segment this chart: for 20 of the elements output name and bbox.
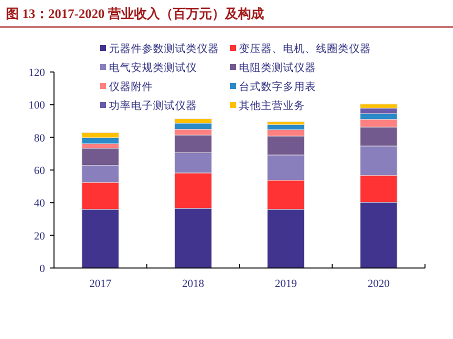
y-tick-label: 40: [34, 198, 46, 210]
legend-label: 仪器附件: [109, 81, 153, 93]
chart-title: 图 13：2017-2020 营业收入（百万元）及构成: [6, 6, 264, 21]
y-tick-label: 20: [34, 230, 46, 242]
legend-label: 其他主营业务: [239, 99, 305, 112]
y-tick-label: 0: [40, 263, 46, 275]
y-tick-label: 80: [34, 132, 46, 144]
x-tick-label: 2020: [368, 278, 390, 290]
legend-label: 电阻类测试仪器: [239, 61, 316, 74]
y-tick-label: 120: [28, 67, 46, 79]
y-tick-label: 60: [34, 165, 46, 177]
legend-label: 功率电子测试仪器: [109, 99, 197, 112]
x-tick-label: 2019: [274, 278, 298, 290]
x-tick-label: 2017: [89, 278, 112, 290]
legend-label: 变压器、电机、线圈类仪器: [239, 42, 371, 55]
legend-label: 电气安规类测试仪: [109, 61, 197, 74]
x-tick-label: 2018: [182, 278, 205, 290]
y-tick-label: 100: [28, 100, 46, 112]
legend-label: 台式数字多用表: [239, 80, 316, 93]
legend-label: 元器件参数测试类仪器: [109, 42, 219, 55]
